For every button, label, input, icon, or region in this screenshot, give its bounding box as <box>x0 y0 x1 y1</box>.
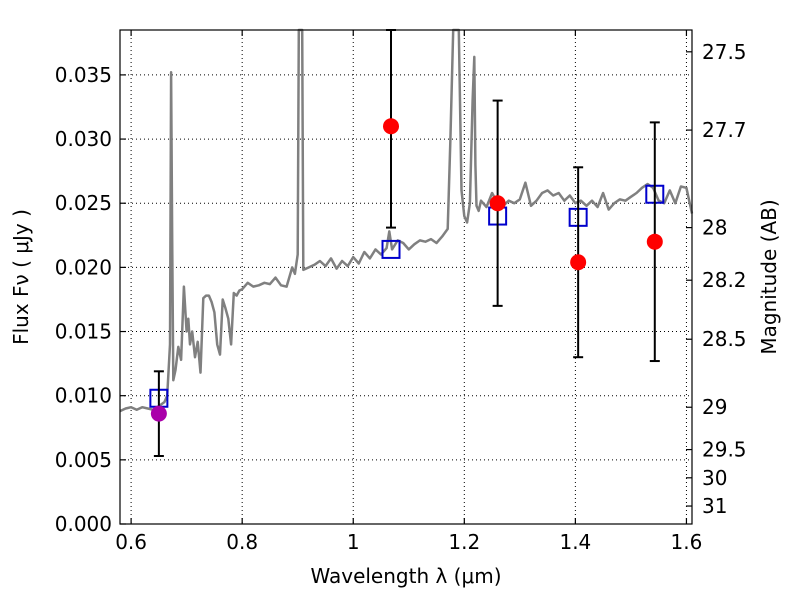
plot-frame <box>119 29 693 525</box>
y-tick-label: 0.000 <box>55 512 112 536</box>
y-tick-label: 0.030 <box>55 127 112 151</box>
observed-point <box>570 254 587 271</box>
observed-point <box>150 405 167 422</box>
x-tick-label: 1 <box>347 530 360 554</box>
right-y-axis-label: Magnitude (AB) <box>757 199 781 354</box>
observed-point <box>646 233 663 250</box>
mag-tick-label: 27.5 <box>702 40 747 64</box>
y-tick-label: 0.020 <box>55 255 112 279</box>
x-tick-label: 1.6 <box>671 530 703 554</box>
mag-tick-label: 29.5 <box>702 438 747 462</box>
y-tick-label: 0.025 <box>55 191 112 215</box>
mag-tick-label: 28 <box>702 216 727 240</box>
y-tick-label: 0.005 <box>55 448 112 472</box>
x-tick-label: 1.4 <box>559 530 591 554</box>
model-box-marker <box>381 239 401 259</box>
points-layer <box>149 29 665 457</box>
model-spectrum-line <box>119 28 694 413</box>
x-axis-label: Wavelength λ (μm) <box>310 564 501 588</box>
y-tick-label: 0.035 <box>55 63 112 87</box>
observed-point <box>383 118 400 135</box>
x-tick-label: 1.2 <box>448 530 480 554</box>
x-tick-label: 0.6 <box>115 530 147 554</box>
mag-tick-label: 31 <box>702 494 727 518</box>
spectrum-layer <box>119 28 694 413</box>
observed-point <box>489 195 506 212</box>
y-tick-label: 0.010 <box>55 384 112 408</box>
grid-layer <box>120 30 692 524</box>
y-axis-label: Flux Fν ( μJy ) <box>9 209 33 345</box>
mag-tick-label: 28.5 <box>702 327 747 351</box>
x-tick-label: 0.8 <box>226 530 258 554</box>
mag-tick-label: 28.2 <box>702 268 747 292</box>
axes-layer: 0.6 0.8 1 1.2 1.4 1.6 0.000 0.005 0.010 0.015 0.02… <box>55 30 747 554</box>
y-tick-label: 0.015 <box>55 320 112 344</box>
mag-tick-label: 27.7 <box>702 118 747 142</box>
mag-tick-label: 29 <box>702 395 727 419</box>
mag-tick-label: 30 <box>702 466 727 490</box>
